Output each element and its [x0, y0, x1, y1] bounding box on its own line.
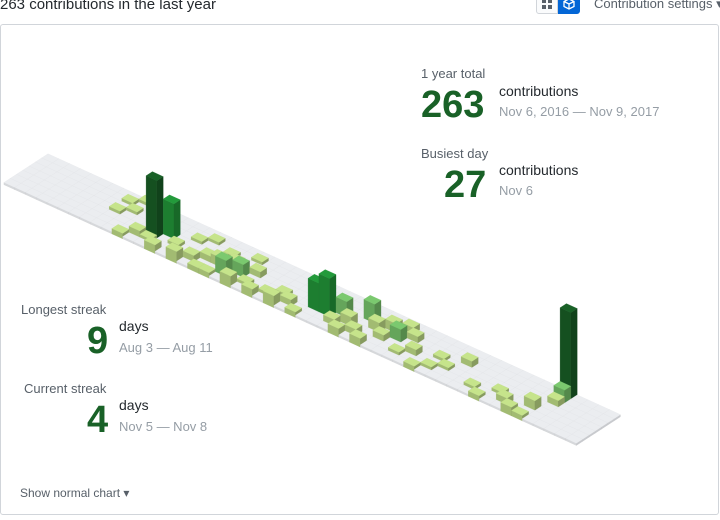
year-total-label: 1 year total — [421, 66, 486, 81]
contribution-bar — [559, 303, 578, 402]
cube-icon — [563, 0, 575, 10]
show-normal-chart-link[interactable]: Show normal chart ▾ — [20, 486, 130, 500]
current-streak-label: Current streak — [24, 381, 107, 396]
page-title: 263 contributions in the last year — [0, 0, 216, 13]
contribution-bar — [162, 194, 181, 242]
year-total-unit: contributions — [499, 83, 579, 99]
year-total-value: 263 — [421, 84, 485, 126]
year-total-range: Nov 6, 2016 — Nov 9, 2017 — [499, 104, 660, 119]
busiest-day-value: 27 — [444, 164, 487, 206]
current-streak-range: Nov 5 — Nov 8 — [119, 419, 208, 434]
isometric-view-button[interactable] — [558, 0, 580, 14]
year-total-stat: 1 year total — [421, 66, 485, 81]
contribution-bar — [145, 171, 164, 241]
contribution-cell — [565, 434, 583, 446]
normal-view-button[interactable] — [536, 0, 558, 14]
busiest-day-label: Busiest day — [421, 146, 489, 161]
grid-icon — [542, 0, 552, 9]
longest-streak-range: Aug 3 — Aug 11 — [119, 340, 213, 355]
busiest-day-unit: contributions — [499, 162, 579, 178]
busiest-day-range: Nov 6 — [499, 183, 533, 198]
isometric-contribution-panel — [0, 24, 719, 515]
contribution-bar — [318, 269, 337, 320]
longest-streak-unit: days — [119, 318, 149, 334]
longest-streak-value: 9 — [87, 320, 109, 362]
longest-streak-label: Longest streak — [21, 302, 107, 317]
current-streak-value: 4 — [87, 399, 109, 441]
chart-view-toggle[interactable] — [536, 0, 584, 14]
contribution-settings-dropdown[interactable]: Contribution settings ▾ — [594, 0, 720, 11]
current-streak-unit: days — [119, 397, 149, 413]
